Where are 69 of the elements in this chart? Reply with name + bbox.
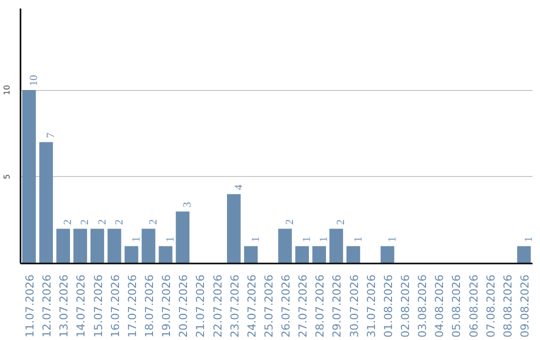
data-label: 1 [164, 236, 177, 242]
bar [142, 228, 156, 264]
x-tick-label: 26.07.2026 [280, 274, 293, 338]
x-tick-label: 07.08.2026 [484, 274, 498, 338]
data-label: 3 [182, 201, 194, 208]
x-tick-label: 12.07.2026 [40, 274, 54, 338]
bar [176, 211, 190, 264]
data-label: 2 [113, 219, 126, 225]
data-label: 2 [148, 219, 160, 225]
x-tick-label: 22.07.2026 [211, 274, 224, 338]
bar [158, 246, 172, 264]
x-tick-label: 09.08.2026 [518, 274, 532, 338]
x-tick-label: 01.08.2026 [382, 274, 395, 338]
x-tick-label: 08.08.2026 [501, 274, 514, 338]
data-label: 1 [250, 236, 262, 242]
bar [90, 228, 104, 264]
bar [227, 194, 241, 264]
bar [329, 228, 344, 264]
data-label: 1 [130, 236, 142, 242]
bar [380, 246, 394, 264]
bar [278, 228, 292, 264]
x-tick-label: 27.07.2026 [296, 274, 310, 338]
data-label: 2 [79, 219, 92, 225]
bar [22, 90, 36, 264]
x-tick-label: 30.07.2026 [348, 274, 361, 338]
bar [108, 228, 122, 264]
bar [346, 246, 360, 264]
x-tick-label: 25.07.2026 [262, 274, 276, 338]
data-label: 2 [335, 219, 348, 225]
y-tick-label: 5 [2, 174, 12, 180]
x-tick-label: 18.07.2026 [143, 274, 156, 338]
x-tick-label: 13.07.2026 [58, 274, 71, 338]
data-label: 2 [96, 219, 108, 225]
x-tick-label: 17.07.2026 [126, 274, 139, 338]
x-tick-label: 06.08.2026 [467, 274, 480, 338]
data-label: 1 [318, 236, 330, 242]
bar [244, 246, 258, 264]
bar [39, 142, 53, 264]
bar [312, 246, 326, 264]
x-tick-label: 14.07.2026 [74, 274, 88, 338]
x-tick-label: 28.07.2026 [314, 274, 327, 338]
data-label: 7 [45, 132, 58, 138]
data-label: 1 [386, 236, 398, 242]
x-tick-label: 21.07.2026 [194, 274, 208, 338]
bar [295, 246, 309, 264]
data-label: 1 [352, 236, 364, 242]
data-label: 10 [28, 74, 40, 86]
x-tick-label: 05.08.2026 [450, 274, 464, 338]
data-label: 1 [301, 236, 314, 242]
x-tick-label: 16.07.2026 [108, 274, 122, 338]
bar [124, 246, 138, 264]
x-tick-label: 29.07.2026 [330, 274, 344, 338]
x-tick-label: 04.08.2026 [433, 274, 446, 338]
x-tick-label: 02.08.2026 [399, 274, 412, 338]
x-tick-label: 03.08.2026 [416, 274, 430, 338]
data-label: 4 [232, 184, 245, 190]
x-tick-label: 20.07.2026 [177, 274, 190, 338]
data-label: 2 [62, 219, 74, 225]
x-tick-label: 15.07.2026 [92, 274, 105, 338]
data-label: 2 [284, 219, 296, 225]
x-tick-label: 19.07.2026 [160, 274, 174, 338]
bar [517, 246, 531, 264]
x-tick-label: 31.07.2026 [364, 274, 378, 338]
x-tick-label: 24.07.2026 [245, 274, 258, 338]
bar [73, 228, 88, 264]
bar [56, 228, 70, 264]
data-label: 1 [522, 236, 535, 242]
x-tick-label: 23.07.2026 [228, 274, 242, 338]
x-tick-label: 11.07.2026 [24, 274, 37, 338]
